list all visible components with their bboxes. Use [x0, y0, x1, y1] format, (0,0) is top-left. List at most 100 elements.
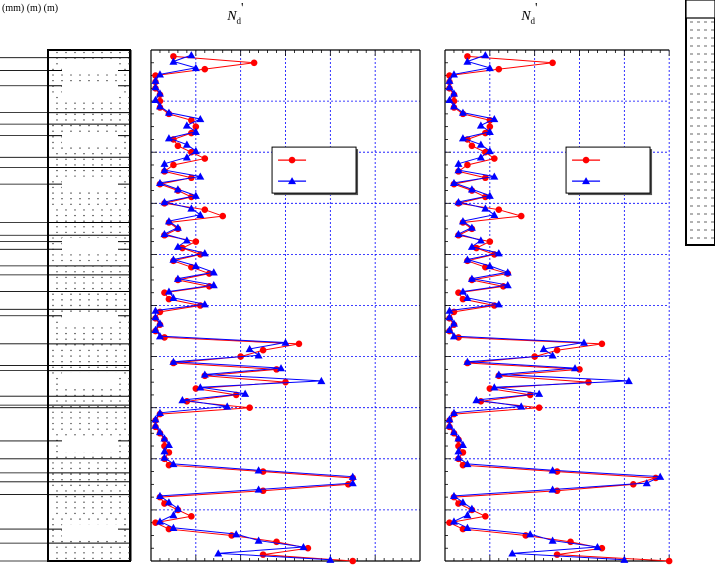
soil-dot	[65, 495, 67, 498]
soil-dot	[97, 428, 99, 430]
data-point-no2	[571, 364, 580, 372]
data-point-no1	[188, 512, 195, 520]
data-point-no2	[458, 217, 467, 225]
soil-dot	[101, 231, 103, 234]
soil-dot	[119, 501, 121, 503]
soil-dot	[97, 254, 99, 256]
soil-dot	[61, 254, 63, 256]
soil-dot	[106, 147, 108, 149]
soil-label-background	[62, 238, 118, 254]
soil-dot	[83, 552, 85, 554]
soil-dot	[52, 428, 54, 430]
soil-dot	[101, 400, 103, 402]
soil-dot	[65, 389, 67, 391]
soil-dot	[128, 344, 130, 346]
soil-dot	[79, 299, 81, 301]
soil-dot	[56, 108, 58, 110]
data-point-no2	[169, 57, 178, 65]
soil-dot	[70, 203, 72, 206]
data-point-no2	[490, 210, 499, 218]
soil-dot	[124, 304, 126, 307]
soil-dot	[61, 74, 63, 76]
soil-dot	[74, 507, 76, 509]
soil-dot	[119, 96, 121, 99]
soil-dot	[88, 259, 90, 262]
soil-dot	[83, 158, 85, 161]
data-point-no1	[468, 142, 476, 150]
soil-dot	[92, 389, 94, 391]
data-point-no2	[656, 472, 665, 480]
soil-dot	[119, 512, 121, 515]
soil-dot	[52, 147, 54, 149]
soil-dot	[61, 405, 63, 408]
soil-dot	[97, 74, 99, 76]
soil-dot	[119, 209, 121, 211]
soil-dot	[92, 507, 94, 509]
soil-dot	[101, 164, 103, 166]
soil-dot	[119, 495, 121, 498]
data-point-no1	[486, 123, 494, 130]
soil-dot	[128, 507, 130, 509]
soil-dot	[106, 417, 108, 419]
soil-dot	[52, 181, 54, 183]
soil-dot	[101, 226, 103, 228]
soil-dot	[83, 282, 85, 284]
data-point-no2	[454, 447, 463, 455]
soil-dot	[119, 282, 121, 284]
soil-dot	[52, 299, 54, 301]
data-point-no2	[160, 447, 169, 455]
data-point-no2	[449, 178, 458, 187]
soil-dot	[70, 518, 72, 520]
data-point-no2	[548, 466, 557, 474]
soil-dot	[74, 220, 76, 222]
data-point-no2	[155, 517, 164, 525]
soil-dot	[65, 214, 67, 217]
soil-dot	[56, 164, 58, 166]
soil-dot	[74, 434, 76, 436]
soil-dot	[61, 310, 63, 312]
x-axis-title: Nd'	[226, 1, 243, 26]
data-point-no1	[201, 65, 209, 73]
soil-dot	[115, 484, 117, 487]
data-point-no2	[449, 332, 458, 340]
soil-dot	[65, 169, 67, 172]
data-point-no1	[192, 123, 200, 130]
data-point-no2	[463, 255, 472, 263]
soil-dot	[83, 557, 85, 560]
soil-dot	[56, 220, 58, 222]
data-point-no2	[182, 121, 191, 129]
data-point-no2	[454, 229, 463, 238]
soil-dot	[56, 450, 58, 453]
soil-dot	[128, 557, 130, 560]
data-point-no2	[182, 153, 191, 161]
data-point-no2	[490, 114, 499, 123]
soil-dot	[128, 214, 130, 217]
data-point-no2	[490, 172, 499, 180]
soil-dot	[119, 507, 121, 509]
soil-dot	[74, 231, 76, 234]
soil-dot	[128, 456, 130, 458]
soil-dot	[65, 276, 67, 279]
soil-dot	[61, 366, 63, 369]
soil-dot	[106, 124, 108, 127]
data-point-no2	[254, 351, 263, 359]
soil-dot	[92, 332, 94, 335]
soil-dot	[101, 209, 103, 211]
data-point-no1	[174, 142, 182, 150]
data-point-no2	[155, 491, 164, 500]
data-point-no2	[151, 421, 160, 429]
soil-dot	[110, 552, 112, 554]
data-point-no2	[187, 204, 196, 212]
data-point-no2	[182, 236, 191, 244]
soil-dot	[119, 271, 121, 273]
legend-marker-triangle	[582, 177, 591, 185]
soil-dot	[97, 540, 99, 543]
soil-dot	[83, 495, 85, 498]
soil-dot	[124, 428, 126, 430]
soil-dot	[128, 546, 130, 548]
data-point-no2	[445, 421, 454, 429]
soil-dot	[56, 332, 58, 335]
soil-dot	[83, 51, 85, 54]
data-point-no2	[191, 261, 200, 270]
soil-dot	[61, 462, 63, 464]
